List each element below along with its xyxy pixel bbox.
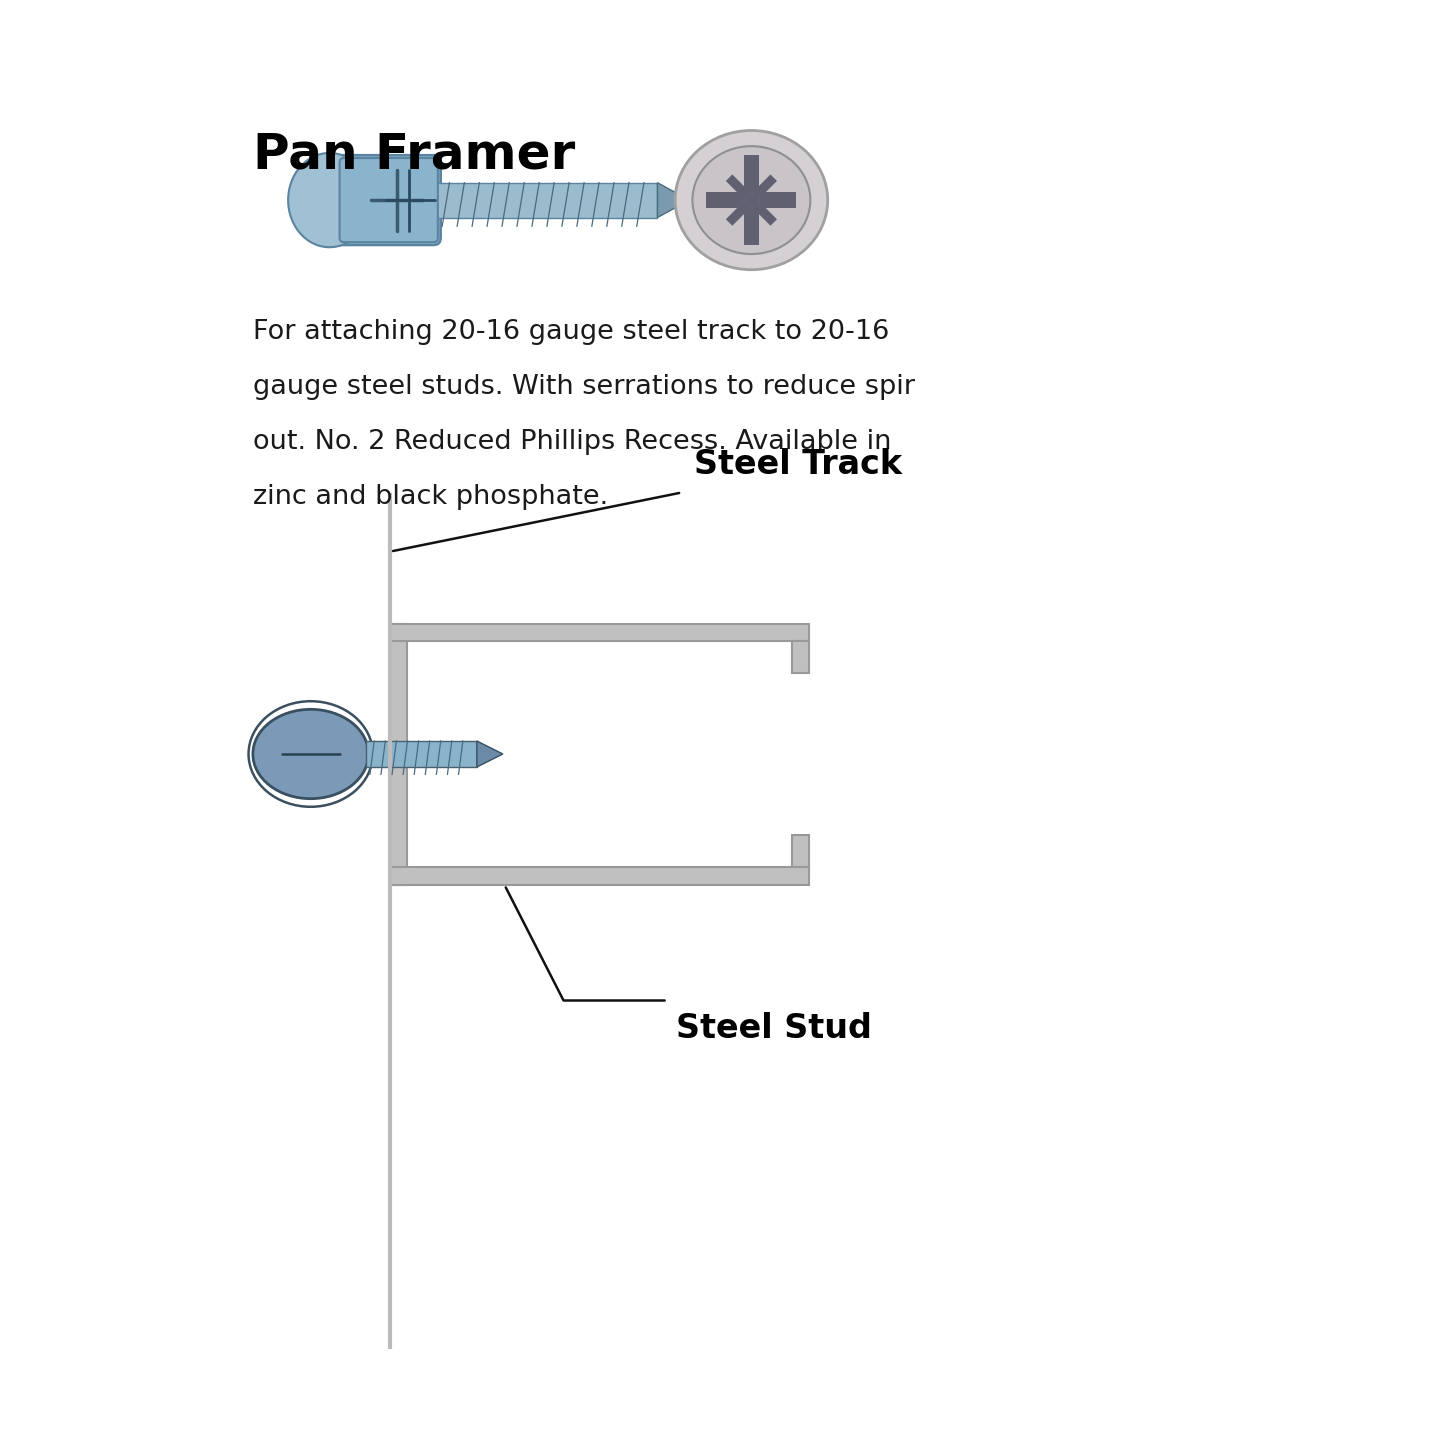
Ellipse shape — [253, 709, 368, 799]
Bar — [390, 624, 809, 641]
Bar — [707, 193, 796, 207]
Polygon shape — [657, 183, 689, 217]
Text: zinc and black phosphate.: zinc and black phosphate. — [253, 484, 608, 510]
Text: out. No. 2 Reduced Phillips Recess. Available in: out. No. 2 Reduced Phillips Recess. Avai… — [253, 429, 892, 455]
Polygon shape — [725, 174, 777, 226]
Polygon shape — [477, 741, 503, 767]
Bar — [744, 155, 759, 245]
Text: For attaching 20-16 gauge steel track to 20-16: For attaching 20-16 gauge steel track to… — [253, 319, 889, 345]
Bar — [390, 624, 407, 884]
Bar — [792, 641, 809, 673]
Polygon shape — [725, 174, 777, 226]
Ellipse shape — [743, 191, 760, 209]
Bar — [366, 741, 477, 767]
Ellipse shape — [288, 154, 371, 246]
Text: Pan Framer: Pan Framer — [253, 130, 575, 178]
Ellipse shape — [675, 130, 828, 270]
Ellipse shape — [692, 146, 811, 254]
FancyBboxPatch shape — [340, 158, 438, 242]
Text: Steel Stud: Steel Stud — [676, 1012, 873, 1045]
Bar — [390, 867, 809, 884]
Text: Steel Track: Steel Track — [694, 448, 902, 481]
Bar — [792, 835, 809, 867]
Text: gauge steel studs. With serrations to reduce spir: gauge steel studs. With serrations to re… — [253, 374, 915, 400]
FancyBboxPatch shape — [322, 155, 441, 245]
Bar — [434, 183, 657, 217]
